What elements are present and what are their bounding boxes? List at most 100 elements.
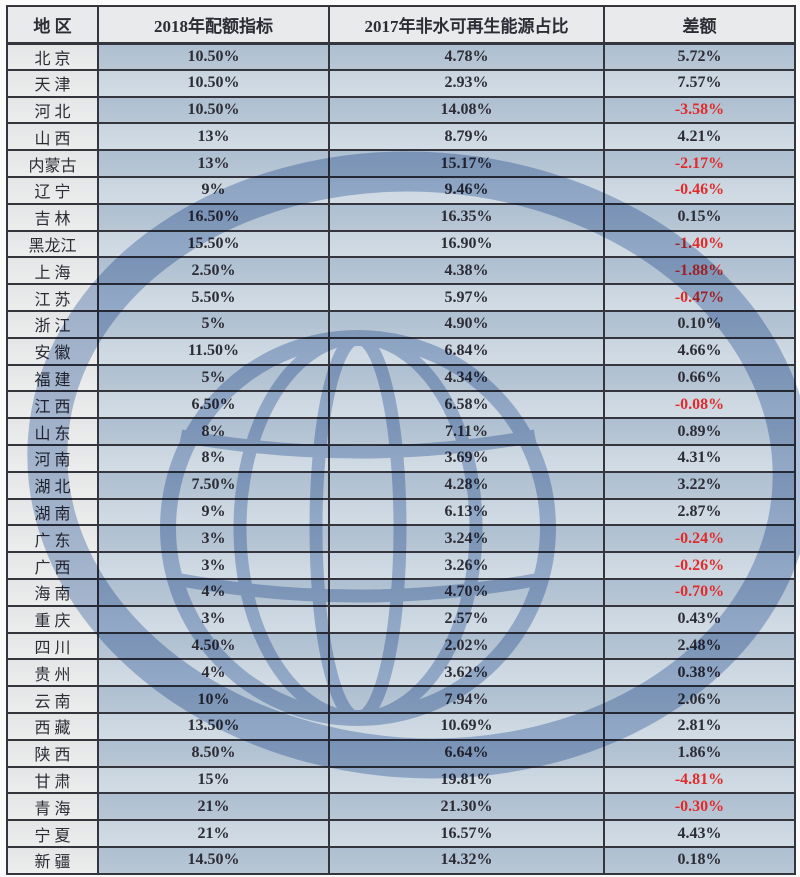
quota-2018-cell: 9% <box>97 497 330 527</box>
diff-cell: 0.66% <box>603 363 796 393</box>
diff-cell: 0.10% <box>603 309 796 339</box>
diff-cell: 1.86% <box>603 738 796 768</box>
renewable-2017-cell: 4.78% <box>328 42 605 71</box>
region-cell: 云 南 <box>6 685 99 714</box>
quota-2018-cell: 10% <box>97 685 330 714</box>
quota-2018-cell: 10.50% <box>97 95 330 125</box>
table-row: 河 北 10.50% 14.08% -3.58% <box>6 95 796 125</box>
diff-cell: -0.26% <box>603 551 796 580</box>
table-row: 福 建 5% 4.34% 0.66% <box>6 363 796 393</box>
quota-2018-cell: 11.50% <box>97 336 330 366</box>
diff-cell: -0.70% <box>603 577 796 607</box>
renewable-2017-cell: 19.81% <box>328 765 605 795</box>
table-row: 辽 宁 9% 9.46% -0.46% <box>6 175 796 205</box>
region-cell: 天 津 <box>6 68 99 98</box>
quota-2018-cell: 7.50% <box>97 470 330 500</box>
table-row: 海 南 4% 4.70% -0.70% <box>6 577 796 607</box>
diff-cell: 4.66% <box>603 336 796 366</box>
diff-cell: -3.58% <box>603 95 796 125</box>
region-cell: 内蒙古 <box>6 149 99 178</box>
table-row: 山 东 8% 7.11% 0.89% <box>6 417 796 446</box>
region-cell: 山 东 <box>6 417 99 446</box>
renewable-2017-cell: 8.79% <box>328 122 605 152</box>
diff-cell: -0.47% <box>603 283 796 312</box>
region-cell: 辽 宁 <box>6 175 99 205</box>
region-cell: 湖 南 <box>6 497 99 527</box>
quota-2018-cell: 5% <box>97 309 330 339</box>
column-header-renewable-2017: 2017年非水可再生能源占比 <box>328 5 605 45</box>
diff-cell: 4.43% <box>603 819 796 848</box>
table-header: 地 区 2018年配额指标 2017年非水可再生能源占比 差额 <box>6 5 796 45</box>
quota-2018-cell: 13% <box>97 122 330 152</box>
table-row: 浙 江 5% 4.90% 0.10% <box>6 309 796 339</box>
region-cell: 广 东 <box>6 524 99 554</box>
renewable-2017-cell: 6.64% <box>328 738 605 768</box>
diff-cell: 2.81% <box>603 711 796 741</box>
region-cell: 河 南 <box>6 443 99 473</box>
quota-2018-cell: 5.50% <box>97 283 330 312</box>
region-cell: 宁 夏 <box>6 819 99 848</box>
diff-cell: -4.81% <box>603 765 796 795</box>
quota-2018-cell: 3% <box>97 604 330 634</box>
diff-cell: 2.48% <box>603 631 796 661</box>
quota-2018-cell: 4% <box>97 577 330 607</box>
renewable-2017-cell: 3.62% <box>328 658 605 688</box>
table-row: 湖 南 9% 6.13% 2.87% <box>6 497 796 527</box>
quota-2018-cell: 8% <box>97 417 330 446</box>
table-row: 云 南 10% 7.94% 2.06% <box>6 685 796 714</box>
region-cell: 浙 江 <box>6 309 99 339</box>
region-cell: 福 建 <box>6 363 99 393</box>
renewable-2017-cell: 10.69% <box>328 711 605 741</box>
table-row: 新 疆 14.50% 14.32% 0.18% <box>6 845 796 875</box>
diff-cell: 0.89% <box>603 417 796 446</box>
table-row: 安 徽 11.50% 6.84% 4.66% <box>6 336 796 366</box>
region-cell: 西 藏 <box>6 711 99 741</box>
table-row: 吉 林 16.50% 16.35% 0.15% <box>6 202 796 232</box>
diff-cell: 2.87% <box>603 497 796 527</box>
renewable-2017-cell: 15.17% <box>328 149 605 178</box>
renewable-2017-cell: 3.24% <box>328 524 605 554</box>
diff-cell: 7.57% <box>603 68 796 98</box>
table-row: 西 藏 13.50% 10.69% 2.81% <box>6 711 796 741</box>
table-row: 重 庆 3% 2.57% 0.43% <box>6 604 796 634</box>
table-row: 广 东 3% 3.24% -0.24% <box>6 524 796 554</box>
renewable-2017-cell: 9.46% <box>328 175 605 205</box>
quota-2018-cell: 13% <box>97 149 330 178</box>
region-cell: 吉 林 <box>6 202 99 232</box>
diff-cell: -0.08% <box>603 390 796 420</box>
quota-table: 地 区 2018年配额指标 2017年非水可再生能源占比 差额 北 京 10.50… <box>6 5 796 875</box>
table-row: 四 川 4.50% 2.02% 2.48% <box>6 631 796 661</box>
region-cell: 黑龙江 <box>6 229 99 259</box>
quota-2018-cell: 8.50% <box>97 738 330 768</box>
renewable-2017-cell: 6.84% <box>328 336 605 366</box>
region-cell: 陕 西 <box>6 738 99 768</box>
quota-2018-cell: 4% <box>97 658 330 688</box>
quota-2018-cell: 15% <box>97 765 330 795</box>
quota-2018-cell: 5% <box>97 363 330 393</box>
header-row: 地 区 2018年配额指标 2017年非水可再生能源占比 差额 <box>6 5 796 45</box>
region-cell: 江 西 <box>6 390 99 420</box>
renewable-2017-cell: 16.35% <box>328 202 605 232</box>
diff-cell: -1.40% <box>603 229 796 259</box>
diff-cell: -2.17% <box>603 149 796 178</box>
renewable-2017-cell: 3.69% <box>328 443 605 473</box>
quota-2018-cell: 21% <box>97 792 330 822</box>
table-row: 内蒙古 13% 15.17% -2.17% <box>6 149 796 178</box>
renewable-2017-cell: 16.90% <box>328 229 605 259</box>
quota-2018-cell: 3% <box>97 524 330 554</box>
diff-cell: 0.15% <box>603 202 796 232</box>
renewable-2017-cell: 3.26% <box>328 551 605 580</box>
table-row: 黑龙江 15.50% 16.90% -1.40% <box>6 229 796 259</box>
region-cell: 贵 州 <box>6 658 99 688</box>
renewable-2017-cell: 16.57% <box>328 819 605 848</box>
region-cell: 四 川 <box>6 631 99 661</box>
quota-2018-cell: 3% <box>97 551 330 580</box>
diff-cell: -0.24% <box>603 524 796 554</box>
quota-2018-cell: 4.50% <box>97 631 330 661</box>
diff-cell: 2.06% <box>603 685 796 714</box>
renewable-2017-cell: 2.93% <box>328 68 605 98</box>
renewable-2017-cell: 4.70% <box>328 577 605 607</box>
quota-2018-cell: 16.50% <box>97 202 330 232</box>
table-row: 江 西 6.50% 6.58% -0.08% <box>6 390 796 420</box>
diff-cell: 4.31% <box>603 443 796 473</box>
